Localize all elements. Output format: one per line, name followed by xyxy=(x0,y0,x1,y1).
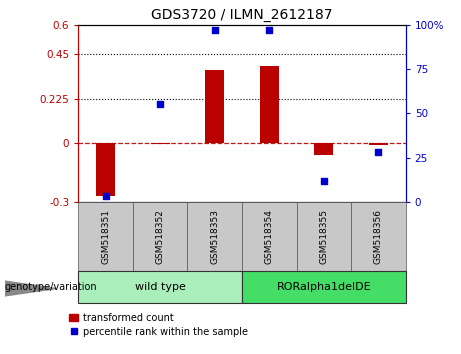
Text: RORalpha1delDE: RORalpha1delDE xyxy=(277,282,371,292)
Bar xyxy=(242,202,296,271)
Bar xyxy=(78,271,242,303)
Polygon shape xyxy=(5,281,56,296)
Legend: transformed count, percentile rank within the sample: transformed count, percentile rank withi… xyxy=(70,313,248,337)
Text: GSM518356: GSM518356 xyxy=(374,209,383,264)
Bar xyxy=(78,202,133,271)
Text: genotype/variation: genotype/variation xyxy=(5,282,97,292)
Bar xyxy=(205,70,225,143)
Point xyxy=(320,178,327,183)
Text: GSM518353: GSM518353 xyxy=(210,209,219,264)
Bar xyxy=(369,143,388,145)
Point xyxy=(266,27,273,33)
Bar xyxy=(96,143,115,196)
Bar xyxy=(260,66,279,143)
Bar xyxy=(351,202,406,271)
Bar xyxy=(314,143,333,155)
Bar xyxy=(133,202,188,271)
Point xyxy=(102,194,109,199)
Point xyxy=(211,27,219,33)
Text: GSM518355: GSM518355 xyxy=(319,209,328,264)
Bar xyxy=(296,202,351,271)
Text: wild type: wild type xyxy=(135,282,186,292)
Bar xyxy=(188,202,242,271)
Point xyxy=(375,149,382,155)
Text: GSM518352: GSM518352 xyxy=(156,209,165,264)
Text: GSM518351: GSM518351 xyxy=(101,209,110,264)
Bar xyxy=(242,271,406,303)
Bar xyxy=(151,143,170,144)
Point xyxy=(157,102,164,107)
Text: GSM518354: GSM518354 xyxy=(265,209,274,264)
Title: GDS3720 / ILMN_2612187: GDS3720 / ILMN_2612187 xyxy=(151,8,333,22)
